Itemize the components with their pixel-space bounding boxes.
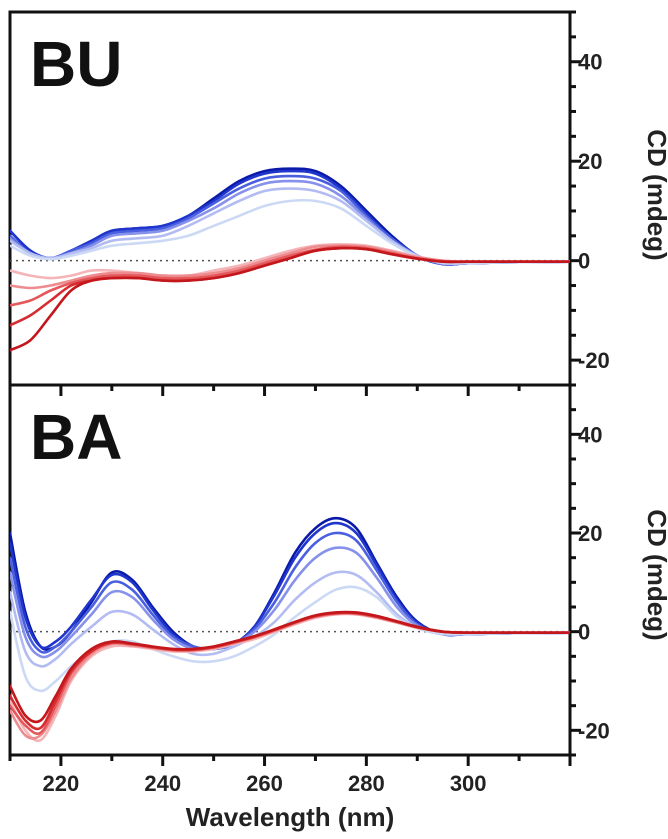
y-tick-label: 20 <box>578 521 602 546</box>
y-tick-label: -20 <box>578 348 610 373</box>
series-line <box>10 611 570 731</box>
x-tick-label: 280 <box>348 771 385 796</box>
y-axis-title: CD (mdeg) <box>642 129 668 260</box>
x-tick-label: 300 <box>450 771 487 796</box>
y-tick-label: 40 <box>578 50 602 75</box>
panel-label: BA <box>30 401 122 473</box>
series-line <box>10 610 570 724</box>
y-tick-label: 20 <box>578 149 602 174</box>
y-axis-title: CD (mdeg) <box>642 509 668 640</box>
bu-panel: 40 20 0 -20 CD (mdeg) BU <box>8 10 668 396</box>
x-tick-label: 220 <box>43 771 80 796</box>
traces <box>10 516 570 743</box>
y-tick-label: -20 <box>578 718 610 743</box>
x-tick-label: 240 <box>144 771 181 796</box>
panel-label: BU <box>30 28 122 100</box>
series-line <box>10 244 570 290</box>
x-tick-label: 260 <box>246 771 283 796</box>
series-line <box>10 516 570 651</box>
y-tick-label: 0 <box>578 620 590 645</box>
x-axis-title: Wavelength (nm) <box>186 802 394 832</box>
y-tick-label: 0 <box>578 249 590 274</box>
y-tick-label: 40 <box>578 422 602 447</box>
plot-frame <box>8 383 572 757</box>
traces <box>10 167 570 352</box>
series-line <box>10 246 570 352</box>
series-line <box>10 246 570 327</box>
ba-panel: 40 20 0 -20 220 240 260 280 300 CD (mdeg) BA <box>8 383 668 796</box>
